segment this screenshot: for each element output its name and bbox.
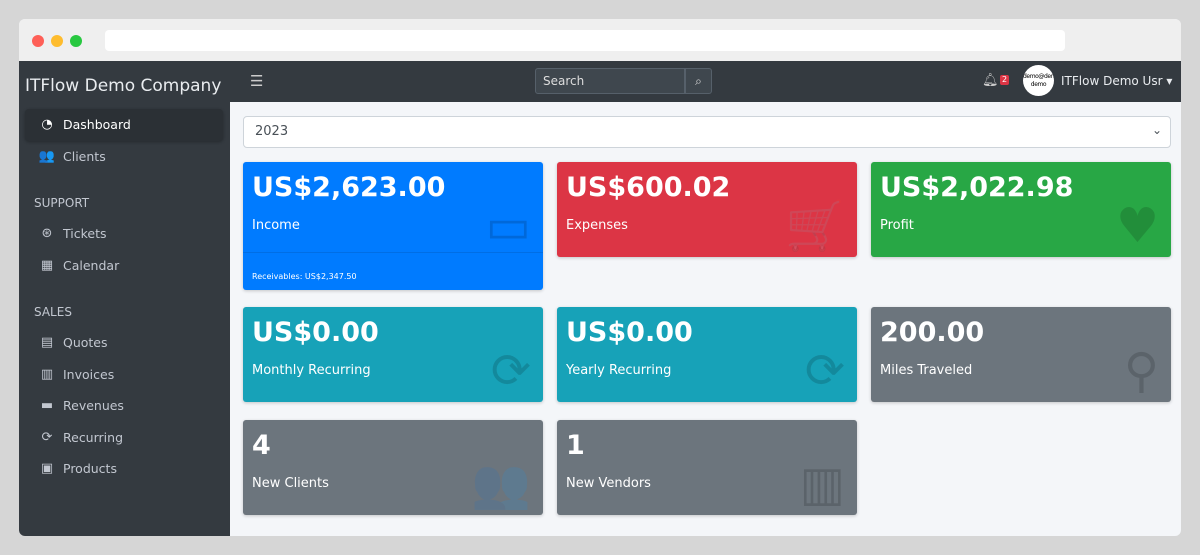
stat-label: Profit [880, 218, 914, 233]
heart-icon: ♥ [1115, 198, 1159, 254]
cart-icon: 🛒 [785, 198, 845, 254]
user-menu[interactable]: ITFlow Demo Usr ▾ [1061, 74, 1173, 88]
building-icon: ▥ [799, 456, 845, 512]
stat-value: US$0.00 [252, 317, 379, 348]
search-icon: ⌕ [695, 74, 702, 88]
invoice-icon: ▥ [40, 366, 54, 382]
topbar: ☰ Search ⌕ 🔔︎ 2 demo@demo demo ITFlow De… [230, 61, 1181, 102]
stat-value: US$2,022.98 [880, 172, 1074, 203]
calendar-icon: ▦ [40, 257, 54, 273]
sidebar-item-dashboard[interactable]: ◔ Dashboard [25, 109, 223, 141]
sidebar-item-label: Dashboard [63, 117, 131, 133]
users-icon: 👥 [471, 456, 531, 512]
stat-label: Monthly Recurring [252, 363, 371, 378]
life-ring-icon: ⊛ [41, 226, 53, 242]
sidebar: ITFlow Demo Company ◔ Dashboard 👥 Clients SU… [19, 61, 230, 536]
close-window-button[interactable] [32, 35, 44, 47]
user-name: ITFlow Demo Usr [1061, 74, 1163, 88]
sidebar-item-clients[interactable]: 👥 Clients [25, 141, 223, 173]
sidebar-item-products[interactable]: ▣ Products [25, 453, 223, 485]
address-bar[interactable] [105, 30, 1065, 51]
users-icon: 👥 [38, 148, 56, 164]
sync-icon: ⟳ [804, 343, 845, 399]
stat-card-profit: US$2,022.98 Profit ♥ [871, 162, 1171, 257]
stat-card-new-vendors: 1 New Vendors ▥ [557, 420, 857, 515]
sidebar-item-recurring[interactable]: ⟳ Recurring [25, 422, 223, 454]
box-icon: ▣ [40, 461, 54, 477]
sidebar-item-label: Clients [63, 148, 106, 164]
stat-value: US$600.02 [566, 172, 731, 203]
notification-badge: 2 [1000, 75, 1010, 85]
sidebar-item-revenues[interactable]: ▬ Revenues [25, 390, 223, 422]
stat-card-income: US$2,623.00 Income ▭ Receivables: US$2,34… [243, 162, 543, 290]
stat-value: 1 [566, 430, 585, 461]
sidebar-nav: ◔ Dashboard 👥 Clients SUPPORT ⊛ Tickets ▦ Calend… [25, 109, 223, 485]
stat-label: New Clients [252, 476, 329, 491]
sidebar-item-label: Recurring [63, 429, 123, 445]
dashboard-icon: ◔ [41, 117, 53, 133]
sidebar-item-label: Invoices [63, 366, 115, 382]
sidebar-header: SUPPORT [34, 196, 90, 210]
search-button[interactable]: ⌕ [685, 68, 712, 94]
sidebar-item-label: Quotes [63, 335, 108, 351]
avatar[interactable]: demo@demo demo [1023, 65, 1054, 96]
sidebar-item-label: Calendar [63, 257, 120, 273]
stat-card-miles-traveled: 200.00 Miles Traveled ⚲ [871, 307, 1171, 402]
stat-label: Expenses [566, 218, 628, 233]
stat-label: New Vendors [566, 476, 651, 491]
sidebar-item-label: Revenues [63, 398, 124, 414]
stat-value: 200.00 [880, 317, 985, 348]
sidebar-item-tickets[interactable]: ⊛ Tickets [25, 218, 223, 250]
sidebar-item-invoices[interactable]: ▥ Invoices [25, 359, 223, 391]
stat-value: US$0.00 [566, 317, 693, 348]
minimize-window-button[interactable] [51, 35, 63, 47]
route-icon: ⚲ [1123, 343, 1159, 399]
stat-card-expenses: US$600.02 Expenses 🛒 [557, 162, 857, 257]
maximize-window-button[interactable] [70, 35, 82, 47]
stat-label: Yearly Recurring [566, 363, 672, 378]
sidebar-item-label: Tickets [63, 226, 107, 242]
file-icon: ▤ [40, 335, 54, 351]
year-value: 2023 [255, 124, 289, 139]
sidebar-item-label: Products [63, 461, 117, 477]
stat-label: Income [252, 218, 300, 233]
browser-window: ITFlow Demo Company ◔ Dashboard 👥 Clients SU… [19, 19, 1181, 536]
brand-link[interactable]: ITFlow Demo Company [25, 76, 222, 96]
chevron-down-icon: ⌄ [1151, 123, 1162, 137]
bell-icon[interactable]: 🔔︎ [982, 73, 999, 88]
sync-icon: ⟳ [41, 429, 53, 445]
receivables-footer[interactable]: Receivables: US$2,347.50 [243, 252, 543, 282]
browser-titlebar [19, 19, 1181, 61]
sidebar-item-calendar[interactable]: ▦ Calendar [25, 250, 223, 282]
sync-icon: ⟳ [490, 343, 531, 399]
stat-value: US$2,623.00 [252, 172, 446, 203]
stat-value: 4 [252, 430, 271, 461]
year-select[interactable]: 2023 ⌄ [243, 116, 1171, 148]
sidebar-item-quotes[interactable]: ▤ Quotes [25, 327, 223, 359]
search-input[interactable]: Search [535, 68, 685, 94]
credit-card-icon: ▭ [485, 198, 531, 254]
stat-card-yearly-recurring: US$0.00 Yearly Recurring ⟳ [557, 307, 857, 402]
stat-card-monthly-recurring: US$0.00 Monthly Recurring ⟳ [243, 307, 543, 402]
sidebar-header: SALES [34, 305, 72, 319]
stat-card-new-clients: 4 New Clients 👥 [243, 420, 543, 515]
stat-label: Miles Traveled [880, 363, 973, 378]
credit-card-icon: ▬ [40, 398, 54, 414]
hamburger-menu-icon[interactable]: ☰ [250, 72, 264, 90]
